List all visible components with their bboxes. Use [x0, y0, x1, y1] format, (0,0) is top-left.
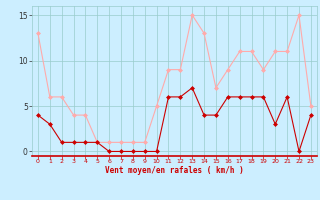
X-axis label: Vent moyen/en rafales ( km/h ): Vent moyen/en rafales ( km/h ) [105, 166, 244, 175]
